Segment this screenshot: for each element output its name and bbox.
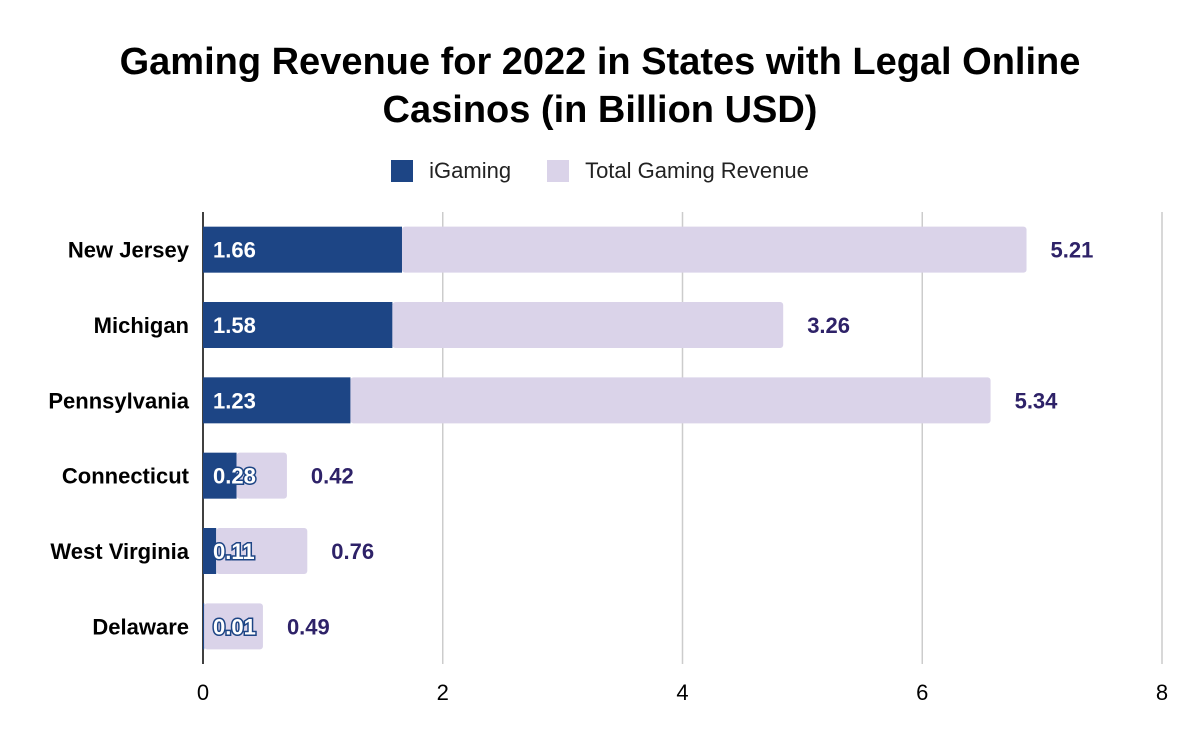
bar-total-gaming-revenue-connecticut [236,452,287,499]
chart-legend: iGaming Total Gaming Revenue [0,158,1200,184]
chart-title: Gaming Revenue for 2022 in States with L… [0,38,1200,134]
data-label-total-gaming-revenue-west-virginia: 0.76 [331,539,374,564]
category-label-michigan: Michigan [94,313,189,338]
category-label-west-virginia: West Virginia [50,539,189,564]
data-label-total-gaming-revenue-new-jersey: 5.21 [1051,238,1094,263]
data-label-igaming-pennsylvania: 1.23 [213,388,256,413]
bar-total-gaming-revenue-new-jersey [401,226,1027,273]
legend-label-igaming: iGaming [429,158,512,183]
data-label-total-gaming-revenue-connecticut: 0.42 [311,464,354,489]
category-label-pennsylvania: Pennsylvania [48,388,189,413]
bar-igaming-delaware [203,603,205,650]
data-label-igaming-west-virginia: 0.11 [213,539,255,564]
data-label-igaming-connecticut: 0.28 [213,464,256,489]
category-label-delaware: Delaware [92,614,189,639]
bar-total-gaming-revenue-west-virginia [216,528,308,574]
x-tick-label-8: 8 [1156,680,1168,705]
legend-swatch-igaming [391,160,414,182]
bar-igaming-west-virginia [203,528,217,574]
chart-title-line-2: Casinos (in Billion USD) [382,89,818,131]
bar-total-gaming-revenue-michigan [392,302,784,348]
legend-swatch-total-gaming-revenue [547,160,570,182]
bar-igaming-connecticut [203,452,237,499]
data-label-total-gaming-revenue-pennsylvania: 5.34 [1015,388,1059,413]
legend-item-total-gaming-revenue: Total Gaming Revenue [547,158,809,184]
data-label-igaming-new-jersey: 1.66 [213,238,256,263]
legend-label-total-gaming-revenue: Total Gaming Revenue [585,158,809,183]
bar-total-gaming-revenue-pennsylvania [350,377,991,424]
data-label-igaming-delaware: 0.01 [213,614,256,639]
data-label-total-gaming-revenue-delaware: 0.49 [287,614,330,639]
legend-item-igaming: iGaming [391,158,511,184]
bar-total-gaming-revenue-delaware [204,603,263,650]
data-label-total-gaming-revenue-michigan: 3.26 [807,313,850,338]
bar-igaming-pennsylvania [203,377,351,424]
bar-igaming-michigan [203,302,393,348]
data-label-igaming-michigan: 1.58 [213,313,256,338]
x-tick-label-6: 6 [916,680,928,705]
category-label-new-jersey: New Jersey [68,238,190,263]
bar-igaming-new-jersey [203,226,402,273]
x-tick-label-0: 0 [197,680,209,705]
category-label-connecticut: Connecticut [62,464,190,489]
chart-title-line-1: Gaming Revenue for 2022 in States with L… [119,41,1081,83]
x-tick-label-4: 4 [676,680,688,705]
x-tick-label-2: 2 [437,680,449,705]
